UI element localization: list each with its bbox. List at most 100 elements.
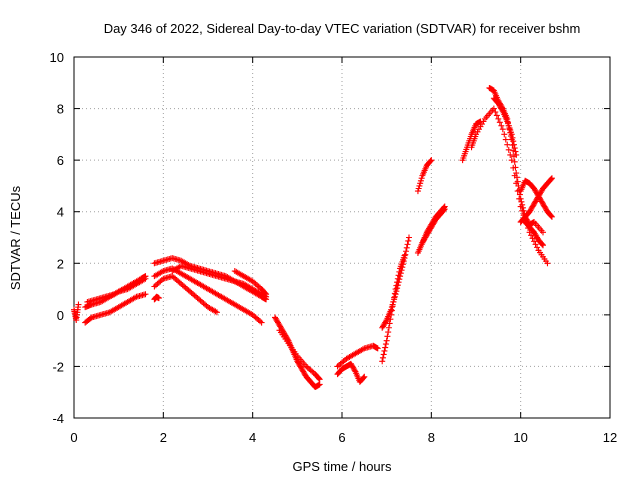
data-point-marker [496, 119, 503, 126]
series-arc-10 [231, 268, 270, 298]
plot-frame [73, 56, 611, 419]
series-arc-13 [334, 360, 368, 385]
data-point-marker [399, 264, 406, 271]
data-point-marker [518, 198, 525, 205]
data-point-marker [389, 301, 396, 308]
data-point-marker [403, 244, 410, 251]
data-point-marker [509, 134, 516, 141]
data-point-marker [398, 267, 405, 274]
data-point-marker [440, 206, 447, 213]
data-point-marker [507, 151, 514, 158]
data-point-marker [512, 164, 519, 171]
y-axis-label: SDTVAR / TECUs [8, 185, 23, 290]
series-arc-12 [276, 327, 323, 383]
data-point-marker [531, 238, 538, 245]
data-point-marker [382, 318, 389, 325]
data-point-marker [395, 279, 402, 286]
data-point-marker [548, 176, 555, 183]
data-point-marker [394, 282, 401, 289]
data-point-marker [393, 288, 400, 295]
chart-title: Day 346 of 2022, Sidereal Day-to-day VTE… [104, 21, 581, 36]
x-tick-label: 6 [338, 430, 345, 445]
data-point-marker [75, 301, 82, 308]
y-tick-label: -4 [52, 411, 64, 426]
data-point-marker [382, 344, 389, 351]
data-point-marker [520, 207, 527, 214]
data-point-marker [539, 241, 546, 248]
series-arc-6 [151, 273, 220, 316]
data-point-marker [519, 201, 526, 208]
data-point-marker [396, 276, 403, 283]
data-point-marker [417, 177, 424, 184]
data-point-marker [512, 148, 519, 155]
data-point-marker [513, 174, 520, 181]
data-point-marker [384, 333, 391, 340]
y-tick-labels: -4 -2 0 2 4 6 8 10 [50, 50, 64, 426]
data-point-marker [360, 374, 367, 381]
data-point-marker [386, 320, 393, 327]
data-point-marker [510, 138, 517, 145]
data-point-marker [548, 175, 555, 182]
data-point-marker [501, 131, 508, 138]
data-point-marker [380, 351, 387, 358]
data-point-marker [511, 158, 518, 165]
x-tick-label: 12 [603, 430, 617, 445]
data-point-marker [416, 182, 423, 189]
data-point-marker [441, 206, 448, 213]
data-point-marker [490, 105, 497, 112]
data-point-marker [401, 255, 408, 262]
data-point-marker [391, 293, 398, 300]
data-point-marker [258, 319, 265, 326]
data-point-marker [534, 244, 541, 251]
x-tick-label: 8 [428, 430, 435, 445]
data-point-marker [428, 157, 435, 164]
data-point-marker [142, 291, 149, 298]
data-point-marker [385, 324, 392, 331]
series-arc-22 [486, 84, 546, 236]
data-point-marker [388, 306, 395, 313]
y-tick-label: 10 [50, 50, 64, 65]
data-point-marker [540, 229, 546, 236]
data-point-marker [544, 260, 551, 267]
data-point-marker [397, 270, 404, 277]
data-point-marker [400, 261, 407, 268]
series-arc-21 [468, 105, 551, 267]
y-tick-label: 2 [57, 256, 64, 271]
data-point-marker [213, 309, 220, 316]
data-point-marker [414, 188, 421, 195]
data-point-marker [514, 178, 521, 185]
data-point-marker [406, 234, 412, 241]
series-arc-2 [82, 291, 149, 326]
data-point-marker [391, 296, 398, 303]
y-tick-label: -2 [52, 359, 64, 374]
data-point-marker [392, 291, 399, 298]
data-point-marker [519, 204, 526, 211]
data-point-marker [87, 315, 94, 322]
x-tick-label: 0 [70, 430, 77, 445]
series-arc-16 [379, 234, 412, 331]
data-point-marker [361, 373, 368, 380]
data-point-marker [517, 195, 524, 202]
data-point-marker [390, 298, 397, 305]
data-marks [71, 84, 555, 391]
series-arc-26 [522, 219, 546, 249]
data-point-marker [502, 136, 509, 143]
data-point-marker [511, 145, 518, 152]
data-point-marker [516, 191, 523, 198]
data-point-marker [374, 345, 381, 352]
y-tick-label: 4 [57, 205, 64, 220]
series-arc-19 [414, 157, 435, 195]
series-arc-4 [84, 273, 149, 305]
data-point-marker [262, 290, 269, 297]
data-point-marker [402, 251, 409, 258]
data-point-marker [155, 295, 162, 302]
data-point-marker [383, 337, 390, 344]
series-arc-9 [169, 262, 270, 300]
series-arc-5 [151, 293, 162, 303]
x-tick-labels: 0 2 4 6 8 10 12 [70, 430, 617, 445]
data-point-marker [510, 141, 517, 148]
data-point-marker [417, 180, 424, 187]
data-point-marker [499, 126, 506, 133]
data-point-marker [142, 273, 149, 280]
